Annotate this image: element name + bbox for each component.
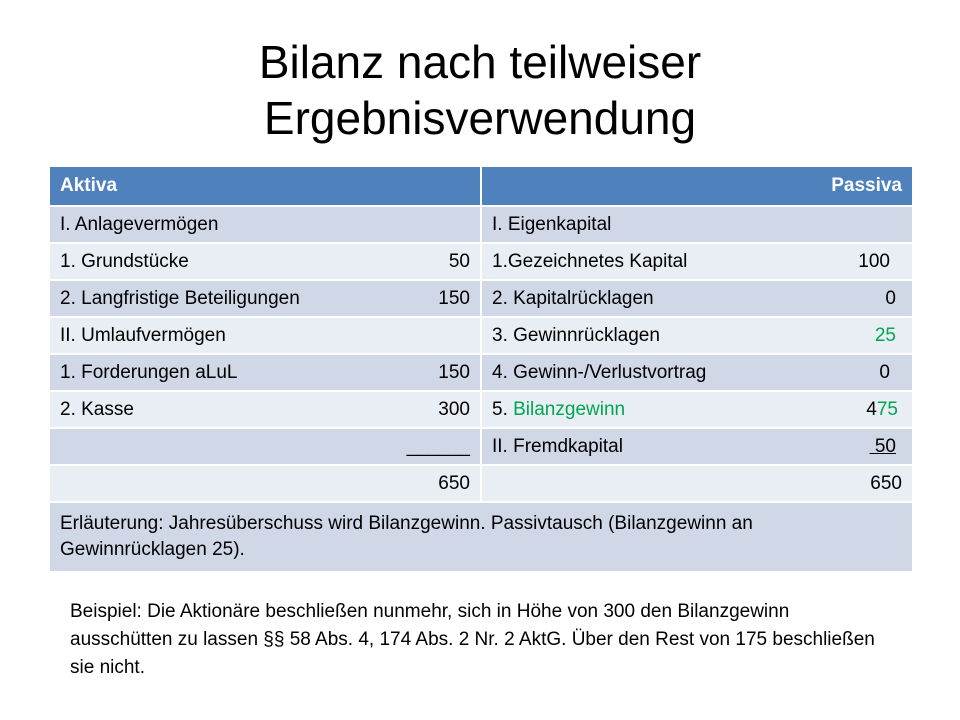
explanation-note: Erläuterung: Jahresüberschuss wird Bilan… — [48, 501, 914, 573]
aktiva-total-value: 650 — [438, 472, 470, 494]
passiva-value: 475 — [866, 399, 898, 421]
aktiva-label: 2. Langfristige Beteiligungen — [60, 287, 300, 309]
table-row: 1. Grundstücke 50 1.Gezeichnetes Kapital 1… — [48, 242, 914, 281]
table-header-row: Aktiva Passiva — [48, 165, 914, 207]
table-row: I. Anlagevermögen I. Eigenkapital — [48, 205, 914, 244]
aktiva-cell: 2. Kasse 300 — [48, 390, 482, 429]
slide-title: Bilanz nach teilweiser Ergebnisverwendun… — [0, 34, 960, 146]
table-row: Erläuterung: Jahresüberschuss wird Bilan… — [48, 501, 914, 573]
aktiva-label: I. Anlagevermögen — [60, 213, 219, 235]
passiva-cell: 2. Kapitalrücklagen 0 — [480, 279, 914, 318]
aktiva-underline: ______ — [406, 435, 470, 457]
table-row: II. Umlaufvermögen 3. Gewinnrücklagen 25 — [48, 316, 914, 355]
aktiva-cell: ______ — [48, 427, 482, 466]
table-row: 650 650 — [48, 464, 914, 503]
passiva-label: I. Eigenkapital — [492, 213, 612, 235]
passiva-value: 25 — [874, 324, 896, 346]
table-row: 1. Forderungen aLuL 150 4. Gewinn-/Verlus… — [48, 353, 914, 392]
aktiva-label: II. Umlaufvermögen — [60, 324, 226, 346]
table-row: 2. Kasse 300 5. Bilanzgewinn 475 — [48, 390, 914, 429]
passiva-value: 0 — [879, 361, 890, 383]
table-row: 2. Langfristige Beteiligungen 150 2. Kapi… — [48, 279, 914, 318]
passiva-total: 650 — [480, 464, 914, 503]
aktiva-label: 1. Forderungen aLuL — [60, 361, 238, 383]
passiva-label: 4. Gewinn-/Verlustvortrag — [492, 361, 707, 383]
passiva-label: II. Fremdkapital — [492, 435, 623, 457]
aktiva-cell: I. Anlagevermögen — [48, 205, 482, 244]
aktiva-total: 650 — [48, 464, 482, 503]
aktiva-value: 150 — [438, 361, 470, 383]
header-aktiva: Aktiva — [48, 165, 482, 207]
passiva-cell: II. Fremdkapital 50 — [480, 427, 914, 466]
passiva-value: 0 — [885, 287, 896, 309]
balance-sheet-table: Aktiva Passiva I. Anlagevermögen I. Eige… — [48, 165, 914, 573]
passiva-label: 3. Gewinnrücklagen — [492, 324, 660, 346]
aktiva-cell: 2. Langfristige Beteiligungen 150 — [48, 279, 482, 318]
passiva-cell: I. Eigenkapital — [480, 205, 914, 244]
passiva-cell: 3. Gewinnrücklagen 25 — [480, 316, 914, 355]
aktiva-value: 50 — [448, 250, 470, 272]
aktiva-label: 1. Grundstücke — [60, 250, 189, 272]
passiva-label-highlight: Bilanzgewinn — [513, 398, 626, 420]
passiva-label: 1.Gezeichnetes Kapital — [492, 250, 688, 272]
passiva-value: 100 — [858, 250, 890, 272]
passiva-cell: 1.Gezeichnetes Kapital 100 — [480, 242, 914, 281]
passiva-value: 50 — [870, 436, 896, 458]
example-text: Beispiel: Die Aktionäre beschließen nunm… — [70, 601, 875, 678]
aktiva-label: 2. Kasse — [60, 398, 134, 420]
passiva-value-highlight: 75 — [876, 398, 898, 420]
passiva-value-part: 4 — [866, 398, 877, 420]
passiva-label-prefix: 5. — [492, 398, 514, 420]
passiva-cell: 4. Gewinn-/Verlustvortrag 0 — [480, 353, 914, 392]
passiva-cell: 5. Bilanzgewinn 475 — [480, 390, 914, 429]
aktiva-cell: 1. Grundstücke 50 — [48, 242, 482, 281]
title-line-2: Ergebnisverwendung — [263, 92, 697, 144]
title-line-1: Bilanz nach teilweiser — [258, 36, 702, 88]
aktiva-cell: 1. Forderungen aLuL 150 — [48, 353, 482, 392]
aktiva-value: 150 — [438, 287, 470, 309]
header-passiva: Passiva — [480, 165, 914, 207]
passiva-total-value: 650 — [870, 472, 902, 494]
table-row: ______ II. Fremdkapital 50 — [48, 427, 914, 466]
passiva-label: 2. Kapitalrücklagen — [492, 287, 654, 309]
passiva-value-text: 50 — [874, 435, 896, 457]
aktiva-value: 300 — [438, 398, 470, 420]
aktiva-cell: II. Umlaufvermögen — [48, 316, 482, 355]
